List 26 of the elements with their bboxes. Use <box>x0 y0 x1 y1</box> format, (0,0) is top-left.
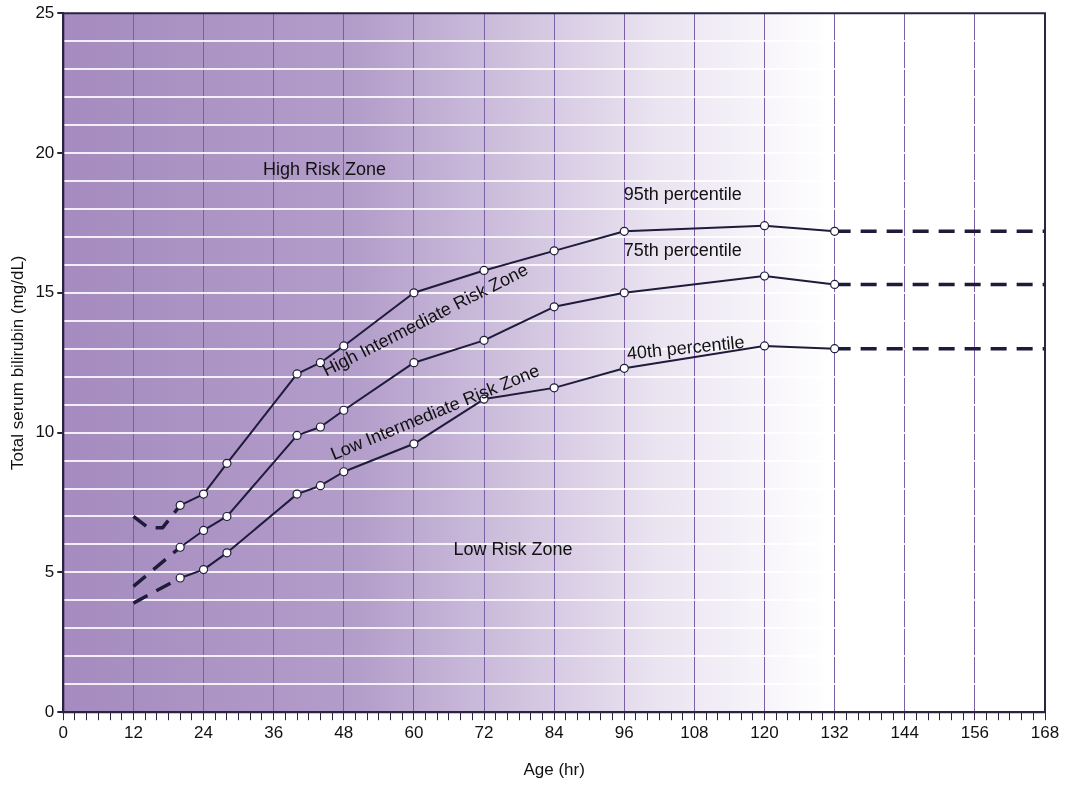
x-tick-label: 96 <box>614 723 634 743</box>
x-tick-label: 144 <box>890 723 919 743</box>
x-tick-label: 132 <box>820 723 849 743</box>
x-tick-label: 36 <box>264 723 284 743</box>
y-tick-label: 5 <box>44 562 55 582</box>
y-tick-label: 10 <box>35 422 55 442</box>
x-tick-label: 108 <box>680 723 709 743</box>
annotation: High Risk Zone <box>262 158 386 179</box>
x-tick-label: 48 <box>334 723 354 743</box>
x-tick-label: 72 <box>474 723 494 743</box>
x-tick-label: 120 <box>750 723 779 743</box>
x-tick-label: 0 <box>58 723 69 743</box>
x-tick-label: 60 <box>404 723 424 743</box>
annotation: 40th percentile <box>625 331 746 364</box>
x-axis-title: Age (hr) <box>523 760 585 780</box>
x-tick-label: 12 <box>123 723 143 743</box>
x-tick-label: 24 <box>194 723 214 743</box>
x-tick-label: 156 <box>960 723 990 743</box>
y-tick-label: 15 <box>35 282 55 302</box>
y-tick-label: 25 <box>35 2 55 22</box>
y-tick-label: 0 <box>44 701 55 721</box>
x-tick-label: 168 <box>1030 723 1060 743</box>
annotation: Low Risk Zone <box>453 539 573 559</box>
y-axis-title: Total serum bilirubin (mg/dL) <box>7 255 27 470</box>
y-tick-label: 20 <box>35 142 55 162</box>
x-tick-label: 84 <box>544 723 564 743</box>
